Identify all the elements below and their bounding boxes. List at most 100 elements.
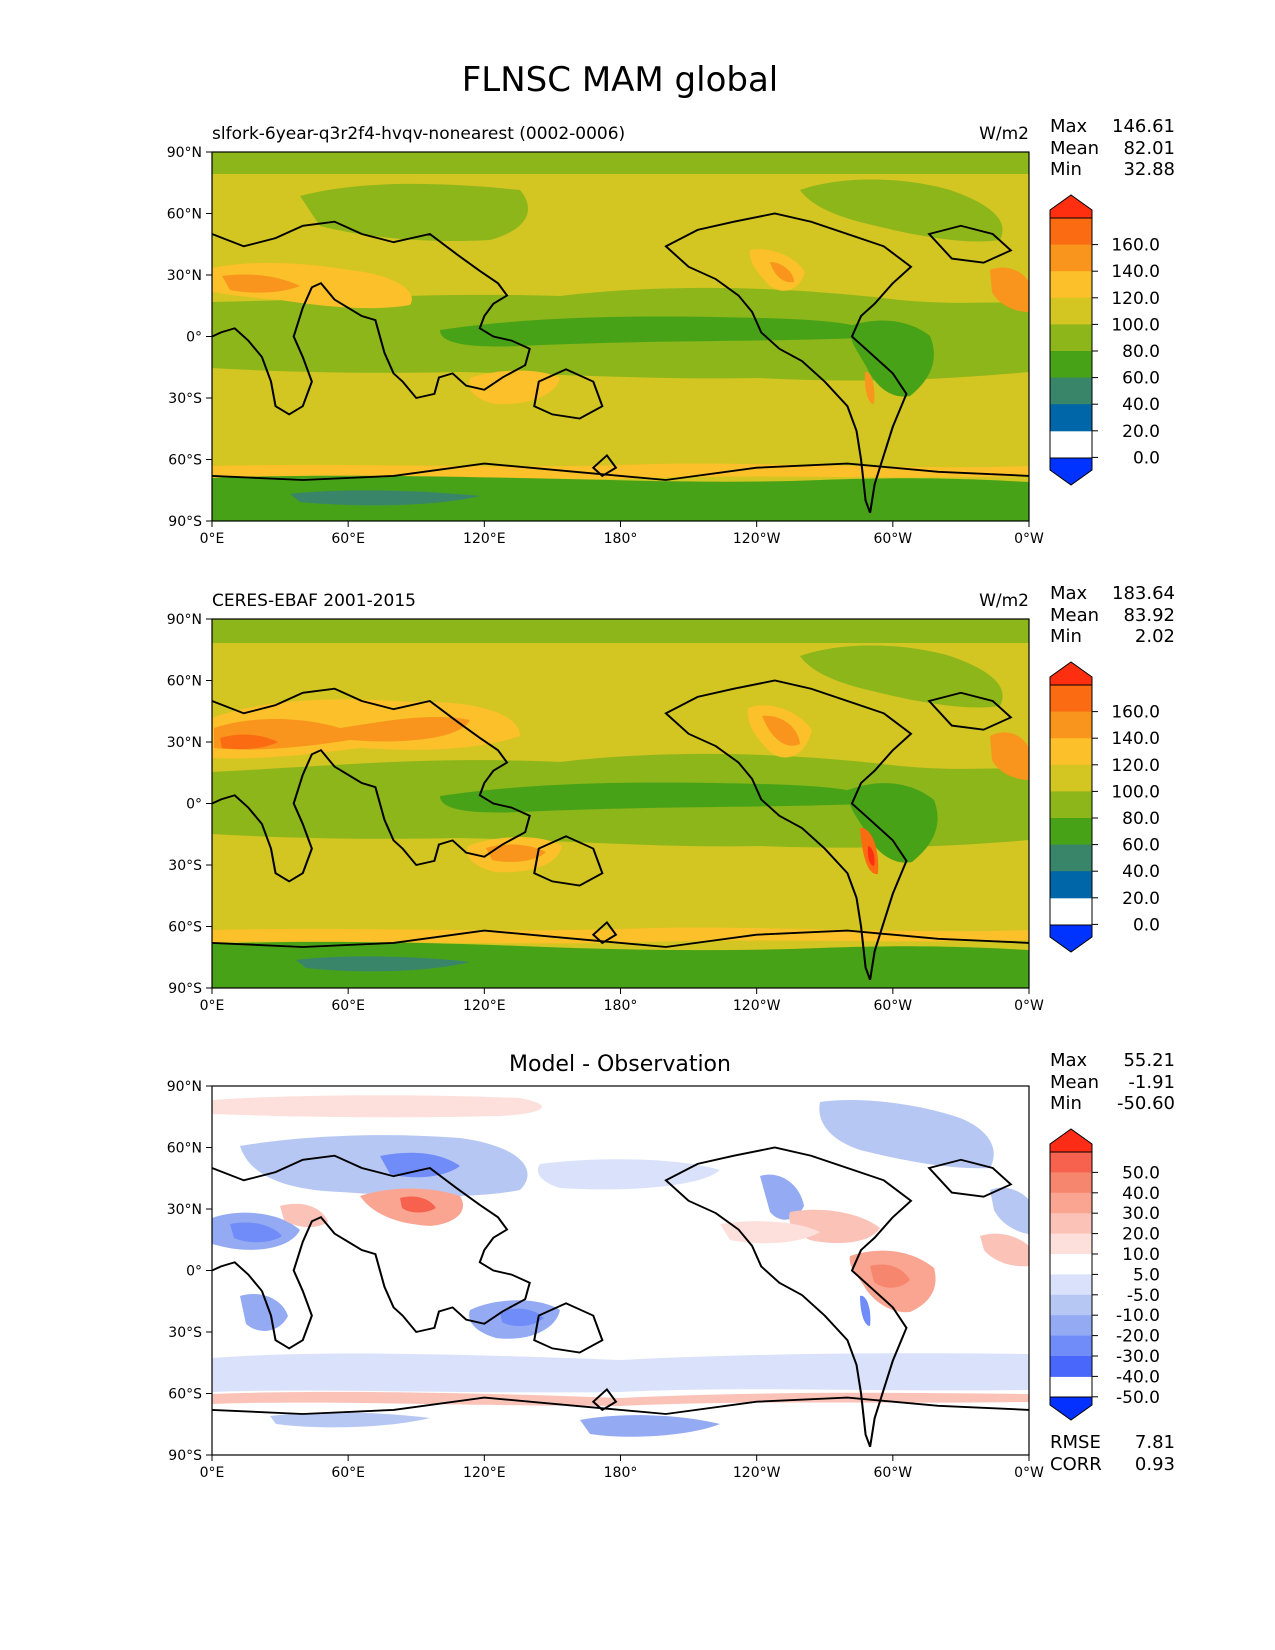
y-tick-label: 30°S <box>168 1325 202 1341</box>
diff-neg-n-america <box>760 1174 804 1220</box>
diff-neg-south-africa <box>240 1294 288 1331</box>
y-tick-label: 30°S <box>168 391 202 407</box>
field-west-africa-east-atlantic <box>990 267 1029 312</box>
colorbar-label: 100.0 <box>1111 782 1160 802</box>
colorbar-labels: 50.040.030.020.010.05.0-5.0-10.0-20.0-30… <box>1092 1163 1160 1408</box>
field-canada <box>800 179 1003 242</box>
stat-mean-label: Mean <box>1050 605 1099 626</box>
field-samerica <box>849 320 934 397</box>
diff-neg-eurasia <box>240 1135 528 1197</box>
field-so-band-warm <box>212 463 1029 480</box>
figure-title: FLNSC MAM global <box>462 60 779 100</box>
colorbar-label: 40.0 <box>1122 862 1160 882</box>
colorbar-swatch <box>1050 404 1092 432</box>
colorbar-label: 30.0 <box>1122 1204 1160 1224</box>
stat-min-value: 2.02 <box>1135 626 1175 647</box>
diff-neg-australia-core <box>500 1308 544 1327</box>
panel-test: slfork-6year-q3r2f4-hvqv-nonearest (0002… <box>211 116 1175 522</box>
colorbar-label: 20.0 <box>1122 422 1160 442</box>
colorbar-top-arrow <box>1049 194 1093 219</box>
diff-neg-west-africa-core <box>230 1222 282 1243</box>
colorbar-swatch <box>1050 1315 1092 1337</box>
colorbar-label: 20.0 <box>1122 889 1160 909</box>
colorbar-label: 80.0 <box>1122 342 1160 362</box>
colorbar-swatch <box>1050 1152 1092 1173</box>
panel-reference-map <box>212 619 1029 988</box>
y-tick-label: 30°N <box>167 735 202 751</box>
diff-pos-india-core <box>400 1196 436 1213</box>
x-tick-label: 60°E <box>331 531 365 547</box>
panel-test-title: slfork-6year-q3r2f4-hvqv-nonearest (0002… <box>212 124 625 144</box>
colorbar-label: 50.0 <box>1122 1163 1160 1183</box>
axes-layer: 0°E 60°E 120°E 180° 120°W 60°W 0°W 90°N 60°N 30°N… <box>167 145 1044 1481</box>
diff-neg-andes <box>860 1295 871 1326</box>
y-tick-label: 60°S <box>168 1387 202 1403</box>
colorbar-label: 40.0 <box>1122 395 1160 415</box>
panel-test-stats: Max 146.61 Mean 82.01 Min 32.88 <box>1050 116 1175 180</box>
x-tick-label: 120°E <box>463 531 506 547</box>
field-australia <box>469 370 560 405</box>
y-tick-label: 90°N <box>167 145 202 161</box>
colorbar-swatch <box>1050 351 1092 379</box>
field-andes-core <box>867 846 875 866</box>
metric-rmse-label: RMSE <box>1050 1432 1101 1453</box>
colorbar-swatch <box>1050 271 1092 299</box>
colorbar-swatch <box>1050 218 1092 246</box>
field-namerica-sw-hot <box>770 262 794 283</box>
colorbar-swatch <box>1050 1233 1092 1255</box>
diff-neg-pacific <box>537 1159 720 1190</box>
panel-reference-units: W/m2 <box>979 591 1029 611</box>
y-tick-label: 90°S <box>168 514 202 530</box>
x-tick-label: 60°E <box>331 1465 365 1481</box>
field-desert-africa-hot <box>214 717 470 750</box>
panel-reference-stats: Max 183.64 Mean 83.92 Min 2.02 <box>1050 583 1175 647</box>
colorbar-label: 60.0 <box>1122 836 1160 856</box>
y-tick-label: 0° <box>186 330 202 346</box>
metric-rmse-value: 7.81 <box>1135 1432 1175 1453</box>
diff-pos-so-band <box>212 1391 1029 1406</box>
colorbar-label: -40.0 <box>1116 1367 1160 1387</box>
field-antarctica-cold <box>290 490 480 506</box>
diff-neg-antarctica <box>580 1415 720 1437</box>
y-tick-label: 60°N <box>167 674 202 690</box>
colorbar-bottom-arrow <box>1049 457 1093 486</box>
diff-pos-east-atlantic <box>980 1233 1029 1267</box>
field-antarctica <box>212 941 1029 988</box>
colorbar-swatch <box>1050 1335 1092 1357</box>
y-tick-label: 60°N <box>167 1141 202 1157</box>
colorbar-label: 120.0 <box>1111 756 1160 776</box>
panel-difference-stats: Max 55.21 Mean -1.91 Min -50.60 <box>1050 1050 1175 1114</box>
y-tick-label: 30°N <box>167 1202 202 1218</box>
panel-2-axes: 0°E 60°E 120°E 180° 120°W 60°W 0°W 90°N 60°N 30°N… <box>167 1079 1044 1481</box>
colorbar-swatch <box>1050 685 1092 713</box>
colorbar-top-arrow <box>1049 1128 1093 1153</box>
x-tick-label: 0°E <box>200 1465 225 1481</box>
x-tick-label: 120°W <box>733 998 781 1014</box>
colorbar-label: 140.0 <box>1111 729 1160 749</box>
colorbar-swatch <box>1050 711 1092 739</box>
panel-difference-map <box>212 1086 1029 1455</box>
x-tick-label: 180° <box>604 531 638 547</box>
x-tick-label: 0°W <box>1014 998 1044 1014</box>
field-band-warm-pool <box>440 782 866 813</box>
x-tick-label: 60°W <box>873 531 912 547</box>
colorbar-swatches <box>1050 685 1092 899</box>
panel-test-units: W/m2 <box>979 124 1029 144</box>
colorbar-top-arrow <box>1049 661 1093 686</box>
panel-1-axes: 0°E 60°E 120°E 180° 120°W 60°W 0°W 90°N 60°N 30°N… <box>167 612 1044 1014</box>
panel-test-colorbar: 160.0 140.0 120.0 100.0 80.0 60.0 40.0 20.0 0.0 <box>1049 194 1160 486</box>
x-tick-label: 120°W <box>733 1465 781 1481</box>
x-tick-label: 60°E <box>331 998 365 1014</box>
colorbar-label: -20.0 <box>1116 1327 1160 1347</box>
colorbar-swatch <box>1050 1274 1092 1296</box>
stat-min-value: 32.88 <box>1123 159 1175 180</box>
colorbar-label: 100.0 <box>1111 315 1160 335</box>
y-tick-label: 30°S <box>168 858 202 874</box>
colorbar-swatch <box>1050 1213 1092 1235</box>
colorbar-swatch <box>1050 1356 1092 1377</box>
x-tick-label: 120°E <box>463 1465 506 1481</box>
stat-min-label: Min <box>1050 626 1082 647</box>
field-samerica <box>847 783 938 863</box>
colorbar-swatch <box>1050 1192 1092 1214</box>
